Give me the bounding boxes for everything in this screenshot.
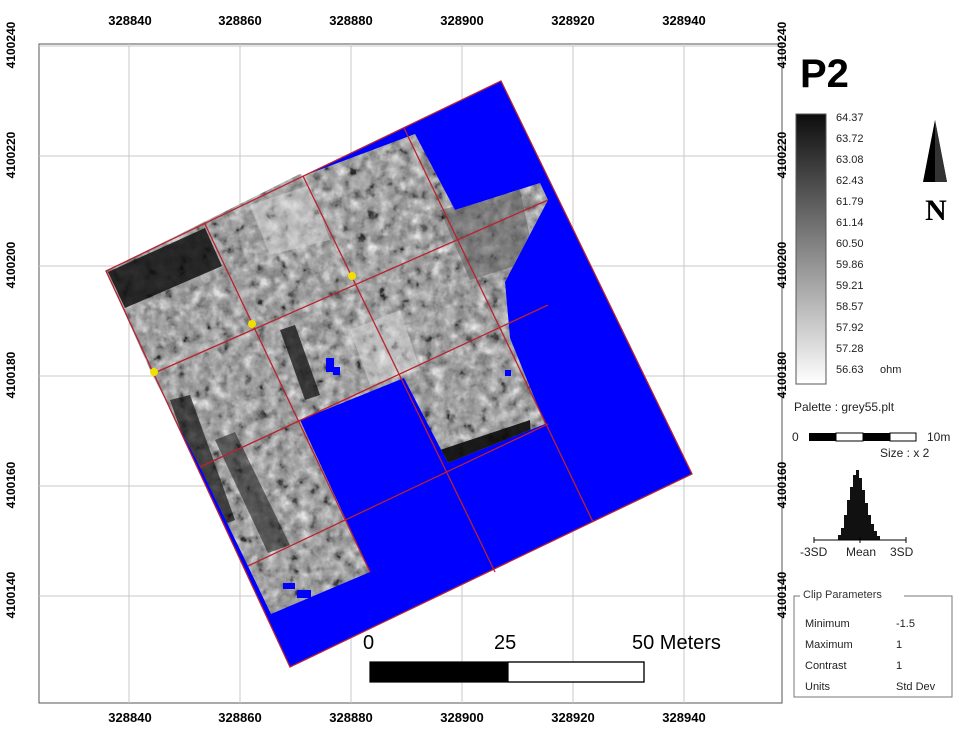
y-tick-label: 4100220: [4, 131, 18, 179]
histogram-label-mean: Mean: [846, 545, 877, 559]
north-arrow-icon: [923, 120, 947, 182]
legend-value: 63.08: [836, 154, 864, 166]
grid-lines: [105, 80, 693, 668]
size-scalebar: [809, 432, 917, 442]
histogram-label-minus3sd: -3SD: [800, 545, 828, 559]
clip-label-units: Units: [805, 681, 831, 693]
x-tick-label: 328840: [108, 710, 152, 725]
x-tick-label: 328880: [329, 710, 373, 725]
x-tick-label: 328840: [108, 13, 152, 28]
y-tick-label: 4100240: [4, 21, 18, 69]
y-tick-label: 4100160: [4, 461, 18, 509]
y-tick-label: 4100220: [775, 131, 789, 179]
y-tick-label: 4100140: [4, 571, 18, 619]
legend-value: 64.37: [836, 112, 864, 124]
legend-values: 64.37 63.72 63.08 62.43 61.79 61.14 60.5…: [836, 112, 946, 392]
legend-value: 63.72: [836, 133, 864, 145]
map-title: P2: [800, 52, 849, 96]
size-scale-end: 10m: [927, 430, 951, 444]
legend-value: 61.14: [836, 217, 864, 229]
y-tick-label: 4100180: [4, 351, 18, 399]
legend-value: 59.21: [836, 280, 864, 292]
x-ticks-bottom: 328840 328860 328880 328900 328920 32894…: [0, 706, 956, 731]
y-ticks-right: 4100240 4100220 4100200 4100180 4100160 …: [760, 0, 800, 733]
x-tick-label: 328900: [440, 13, 484, 28]
x-ticks-top: 328840 328860 328880 328900 328920 32894…: [0, 0, 956, 40]
legend-value: 58.57: [836, 301, 864, 313]
x-tick-label: 328940: [662, 13, 706, 28]
clip-value-minimum: -1.5: [896, 618, 915, 630]
palette-label: Palette : grey55.plt: [794, 400, 895, 414]
legend-value: 62.43: [836, 175, 864, 187]
marker: [348, 272, 356, 280]
size-scale-size: Size : x 2: [880, 446, 930, 460]
y-tick-label: 4100160: [775, 461, 789, 509]
data-gaps: [283, 358, 511, 598]
y-ticks-left: 4100240 4100220 4100200 4100180 4100160 …: [0, 0, 38, 733]
y-tick-label: 4100200: [4, 241, 18, 289]
marker: [248, 320, 256, 328]
x-tick-label: 328860: [218, 13, 262, 28]
clip-value-maximum: 1: [896, 639, 903, 651]
map-scalebar: [369, 661, 645, 683]
clip-label-maximum: Maximum: [805, 639, 853, 651]
histogram: [813, 470, 907, 543]
x-tick-label: 328920: [551, 13, 595, 28]
survey-markers: [150, 272, 356, 376]
north-label: N: [925, 194, 947, 227]
x-tick-label: 328880: [329, 13, 373, 28]
scalebar-label-25: 25: [494, 632, 517, 654]
legend-value: 56.63: [836, 364, 864, 376]
x-tick-label: 328920: [551, 710, 595, 725]
scalebar-label-50: 50 Meters: [632, 632, 721, 654]
x-tick-label: 328860: [218, 710, 262, 725]
clip-label-contrast: Contrast: [805, 660, 847, 672]
clip-label-minimum: Minimum: [805, 618, 850, 630]
y-tick-label: 4100180: [775, 351, 789, 399]
scalebar-label-0: 0: [363, 632, 375, 654]
legend-unit: ohm: [880, 364, 902, 376]
legend-value: 57.92: [836, 322, 864, 334]
y-tick-label: 4100240: [775, 21, 789, 69]
size-scale-zero: 0: [792, 430, 799, 444]
clip-parameters-box: [793, 595, 953, 698]
x-tick-label: 328900: [440, 710, 484, 725]
marker: [150, 368, 158, 376]
clip-title: Clip Parameters: [802, 589, 883, 601]
legend-colour-ramp: [795, 113, 827, 385]
legend-value: 60.50: [836, 238, 864, 250]
legend-value: 57.28: [836, 343, 864, 355]
clip-value-contrast: 1: [896, 660, 903, 672]
legend-value: 59.86: [836, 259, 864, 271]
x-tick-label: 328940: [662, 710, 706, 725]
clip-value-units: Std Dev: [896, 681, 936, 693]
y-tick-label: 4100200: [775, 241, 789, 289]
histogram-label-3sd: 3SD: [890, 545, 914, 559]
legend-value: 61.79: [836, 196, 864, 208]
y-tick-label: 4100140: [775, 571, 789, 619]
